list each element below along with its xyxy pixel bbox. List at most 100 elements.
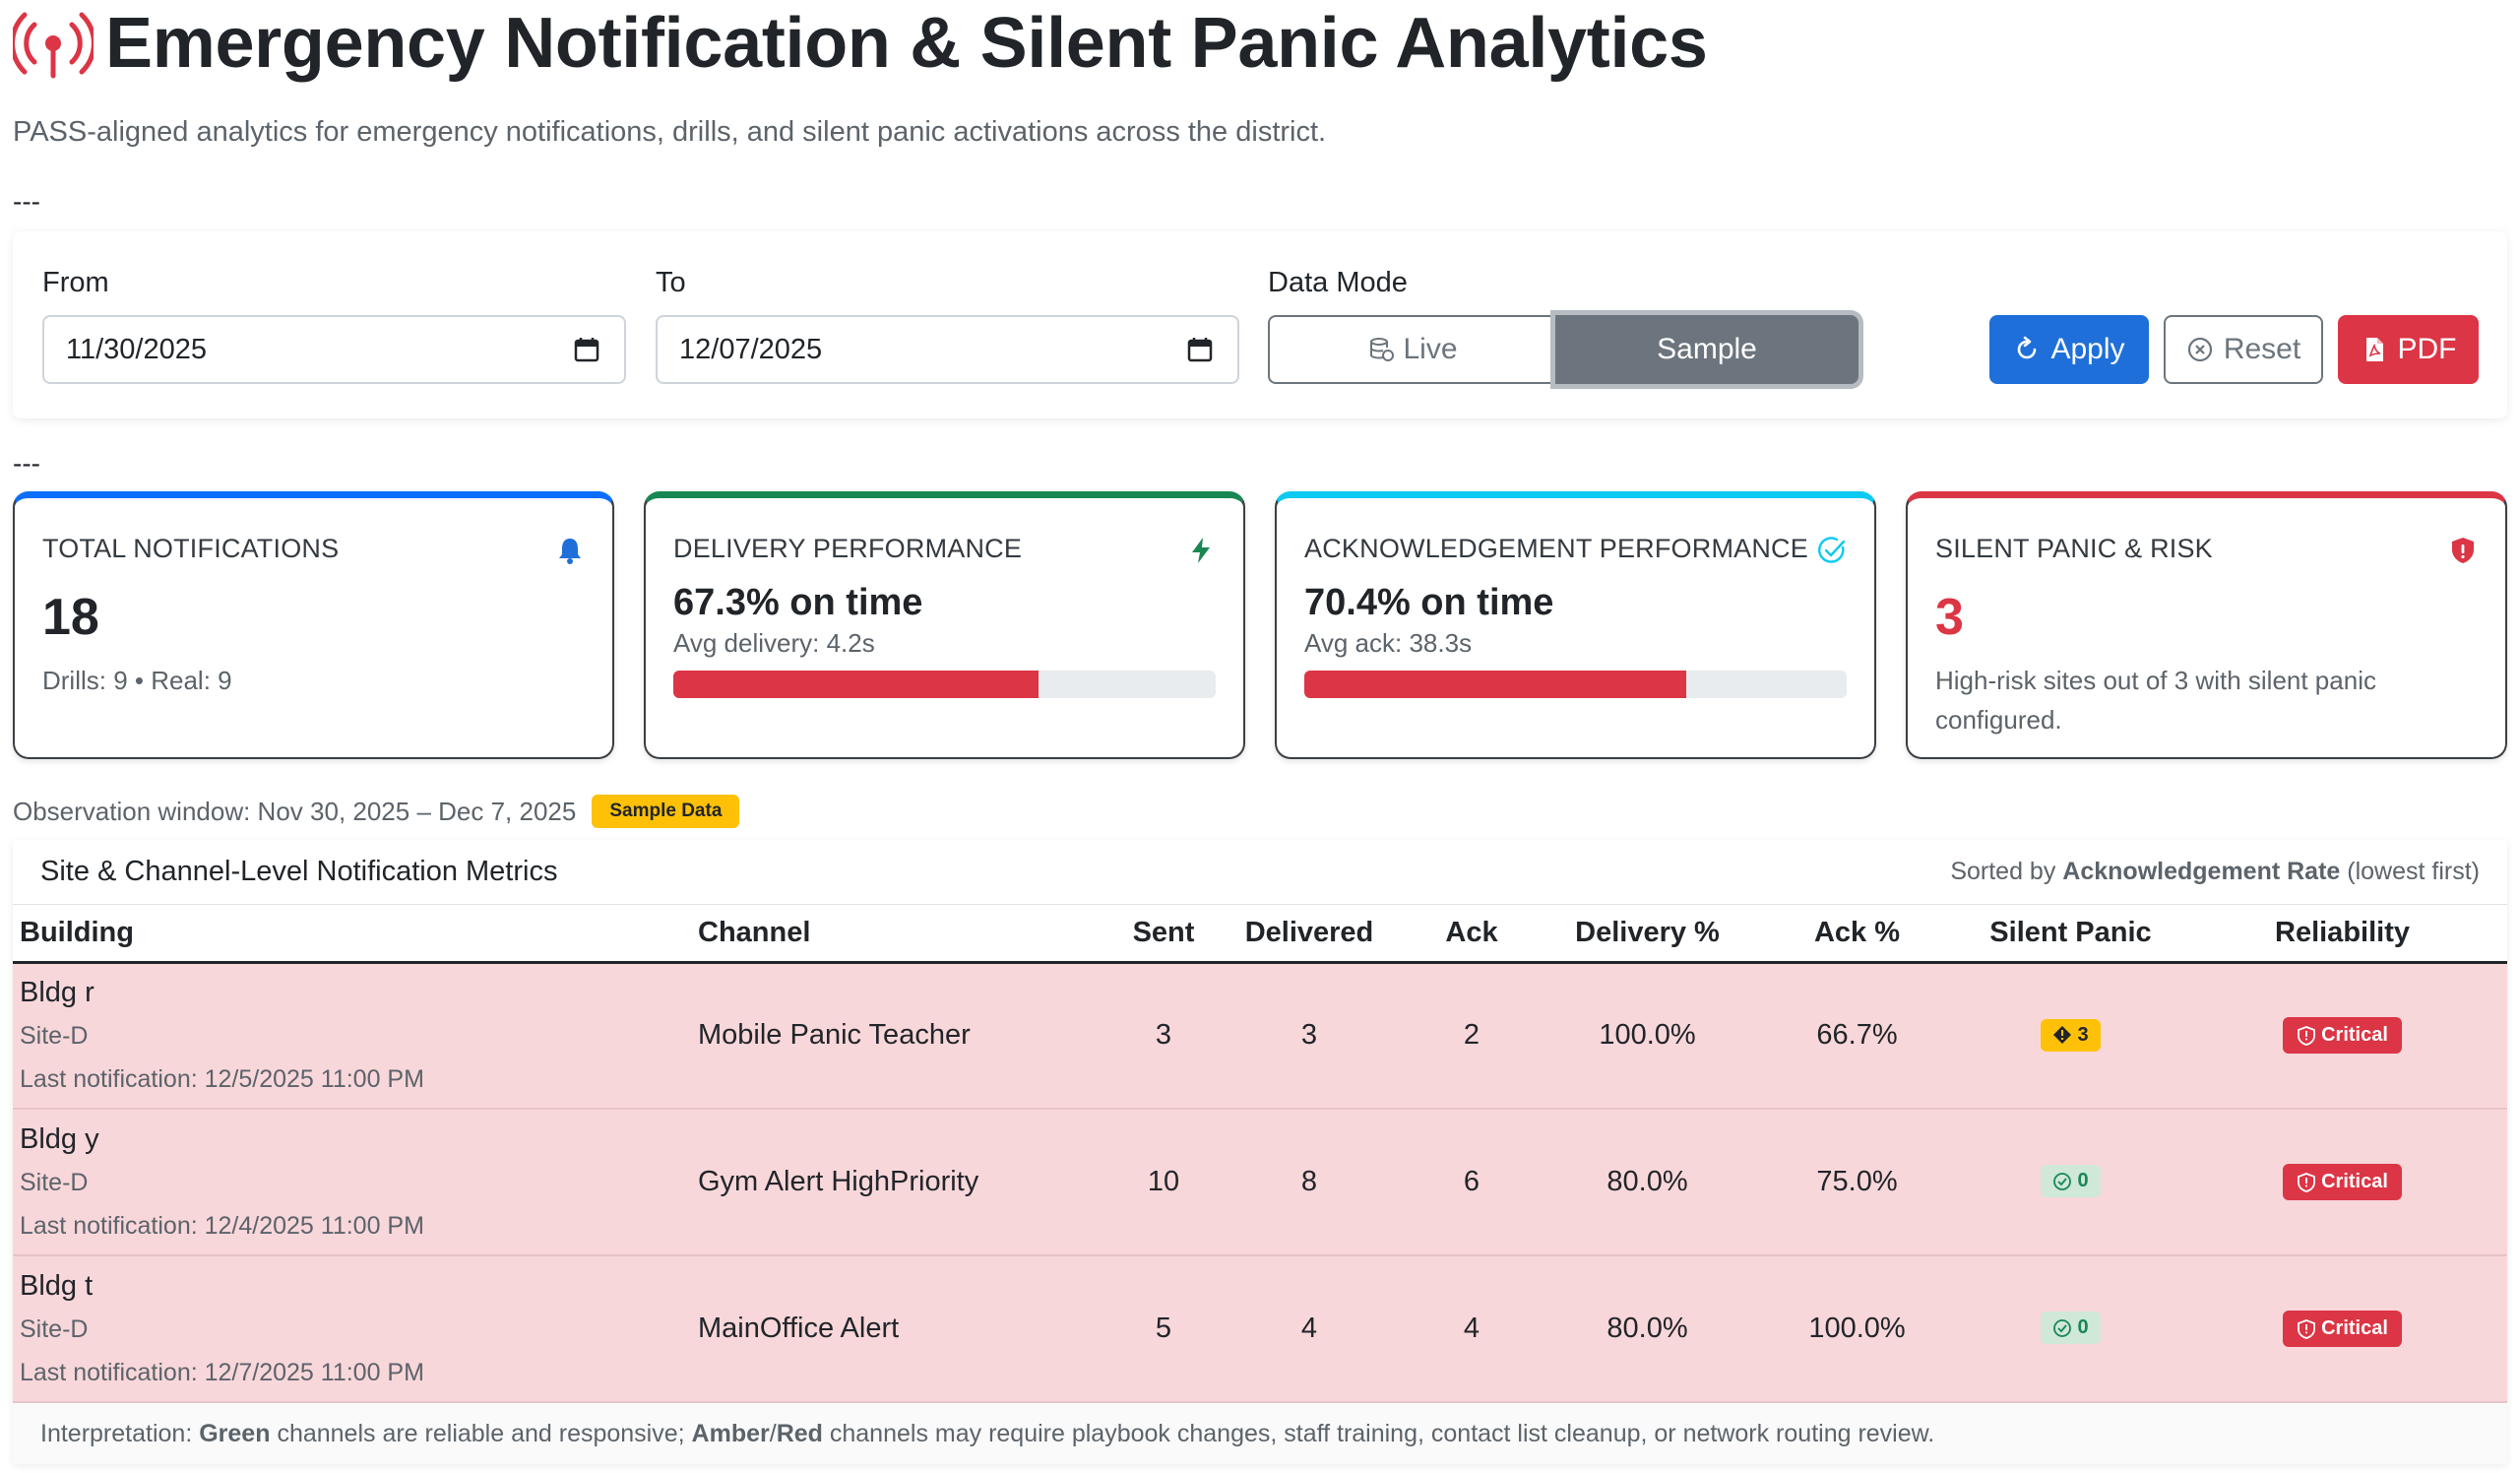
mode-live-button[interactable]: Live [1268, 315, 1555, 384]
mode-sample-label: Sample [1657, 333, 1757, 365]
delivered-cell: 3 [1300, 1019, 1318, 1052]
channel-cell: MainOffice Alert [698, 1313, 900, 1344]
reliability-label: Critical [2321, 1317, 2388, 1339]
page-subtitle: PASS-aligned analytics for emergency not… [13, 116, 1327, 148]
col-delivery-pct[interactable]: Delivery % [1544, 905, 1750, 964]
kpi-delivery-value: 67.3% on time [673, 582, 923, 623]
kpi-ack-sub: Avg ack: 38.3s [1304, 628, 1473, 658]
reliability-badge: Critical [2283, 1164, 2402, 1200]
silent-panic-cell: 0 [1964, 1255, 2177, 1402]
file-pdf-icon [2365, 338, 2383, 361]
x-circle-icon [2187, 337, 2212, 362]
table-head: Building Channel Sent Delivered Ack Deli… [13, 905, 2507, 964]
interp-mid: channels are reliable and responsive; [277, 1419, 685, 1447]
building-cell: Bldg y Site-D Last notification: 12/4/20… [13, 1109, 691, 1255]
reset-button[interactable]: Reset [2164, 315, 2323, 384]
col-sent[interactable]: Sent [1107, 905, 1220, 964]
lightning-icon [1192, 538, 1210, 563]
bell-icon [559, 539, 581, 564]
col-reliability[interactable]: Reliability [2177, 905, 2507, 964]
sent-cell: 5 [1155, 1313, 1172, 1344]
channel-cell: Gym Alert HighPriority [698, 1166, 979, 1197]
sort-suffix: (lowest first) [2347, 858, 2480, 885]
table-row[interactable]: Bldg t Site-D Last notification: 12/7/20… [13, 1255, 2507, 1402]
last-notification: Last notification: 12/4/2025 11:00 PM [20, 1211, 424, 1240]
observation-row: Observation window: Nov 30, 2025 – Dec 7… [13, 795, 2507, 828]
check-circle-icon [1818, 537, 1846, 563]
delivery-pct-cell: 80.0% [1606, 1313, 1688, 1344]
check-circle-icon [2053, 1318, 2072, 1337]
col-ack-pct[interactable]: Ack % [1750, 905, 1964, 964]
col-channel[interactable]: Channel [691, 905, 1107, 964]
kpi-total-sub: Drills: 9 • Real: 9 [42, 666, 232, 695]
metrics-table: Building Channel Sent Delivered Ack Deli… [13, 905, 2507, 1403]
silent-panic-count: 0 [2077, 1316, 2089, 1339]
apply-label: Apply [2050, 333, 2125, 365]
interp-prefix: Interpretation: [40, 1419, 193, 1447]
ack-pct-cell: 100.0% [1808, 1313, 1906, 1344]
observation-window: Observation window: Nov 30, 2025 – Dec 7… [13, 796, 577, 826]
ack-cell: 6 [1463, 1166, 1480, 1197]
broadcast-icon [13, 12, 94, 79]
interp-suffix: channels may require playbook changes, s… [829, 1419, 1935, 1447]
ack-pct-cell: 66.7% [1816, 1019, 1898, 1052]
check-circle-icon [2053, 1172, 2072, 1190]
reliability-cell: Critical [2177, 962, 2507, 1109]
sort-prefix: Sorted by [1950, 858, 2056, 885]
from-date-input[interactable]: 11/30/2025 [42, 315, 626, 384]
last-notification: Last notification: 12/7/2025 11:00 PM [20, 1358, 424, 1386]
pdf-label: PDF [2397, 333, 2457, 365]
mode-sample-button[interactable]: Sample [1555, 315, 1858, 384]
ack-progress-fill [1304, 671, 1686, 698]
divider-top: --- [13, 186, 40, 217]
interp-slash: / [769, 1419, 777, 1447]
reliability-badge: Critical [2283, 1311, 2402, 1347]
kpi-row: TOTAL NOTIFICATIONS 18 Drills: 9 • Real:… [13, 491, 2507, 759]
ack-progress-bar [1304, 671, 1847, 698]
table-row[interactable]: Bldg r Site-D Last notification: 12/5/20… [13, 962, 2507, 1109]
delivery-progress-bar [673, 671, 1216, 698]
ack-cell: 2 [1463, 1019, 1480, 1052]
silent-panic-count: 0 [2077, 1170, 2089, 1192]
interp-amber: Amber [691, 1419, 770, 1447]
warning-diamond-icon [2053, 1026, 2072, 1044]
calendar-icon[interactable] [573, 336, 600, 363]
delivered-cell: 8 [1300, 1166, 1318, 1197]
last-notification: Last notification: 12/5/2025 11:00 PM [20, 1064, 424, 1093]
kpi-panic-label: SILENT PANIC & RISK [1935, 534, 2213, 563]
delivered-cell: 4 [1300, 1313, 1318, 1344]
metrics-table-card: Site & Channel-Level Notification Metric… [13, 840, 2507, 1464]
building-cell: Bldg t Site-D Last notification: 12/7/20… [13, 1255, 691, 1402]
ack-cell: 4 [1463, 1313, 1480, 1344]
reliability-cell: Critical [2177, 1255, 2507, 1402]
delivery-progress-fill [673, 671, 1039, 698]
from-date-value: 11/30/2025 [66, 333, 207, 365]
delivery-pct-cell: 100.0% [1599, 1019, 1696, 1052]
building-site: Site-D [20, 1168, 89, 1196]
pdf-button[interactable]: PDF [2338, 315, 2479, 384]
table-row[interactable]: Bldg y Site-D Last notification: 12/4/20… [13, 1109, 2507, 1255]
reset-label: Reset [2223, 333, 2301, 365]
table-header-bar: Site & Channel-Level Notification Metric… [13, 840, 2507, 905]
kpi-delivery-performance: DELIVERY PERFORMANCE 67.3% on time Avg d… [644, 491, 1245, 759]
col-silent-panic[interactable]: Silent Panic [1964, 905, 2177, 964]
col-ack[interactable]: Ack [1399, 905, 1544, 964]
page-title: Emergency Notification & Silent Panic An… [105, 4, 1708, 83]
shield-alert-icon [2298, 1318, 2315, 1339]
table-sort-note: Sorted by Acknowledgement Rate (lowest f… [1950, 858, 2480, 886]
calendar-icon[interactable] [1186, 336, 1214, 363]
to-date-input[interactable]: 12/07/2025 [656, 315, 1239, 384]
col-building[interactable]: Building [13, 905, 691, 964]
sample-data-badge: Sample Data [592, 795, 740, 828]
col-delivered[interactable]: Delivered [1220, 905, 1399, 964]
kpi-silent-panic: SILENT PANIC & RISK 3 High-risk sites ou… [1906, 491, 2507, 759]
kpi-delivery-sub: Avg delivery: 4.2s [673, 628, 875, 658]
data-mode-toggle: Live Sample [1268, 315, 1858, 384]
apply-button[interactable]: Apply [1989, 315, 2149, 384]
silent-panic-badge: 0 [2041, 1312, 2101, 1345]
kpi-panic-sub: High-risk sites out of 3 with silent pan… [1935, 666, 2376, 735]
data-mode-label: Data Mode [1268, 267, 1408, 298]
sort-field: Acknowledgement Rate [2062, 858, 2341, 885]
interpretation-note: Interpretation: Green channels are relia… [13, 1403, 2507, 1464]
